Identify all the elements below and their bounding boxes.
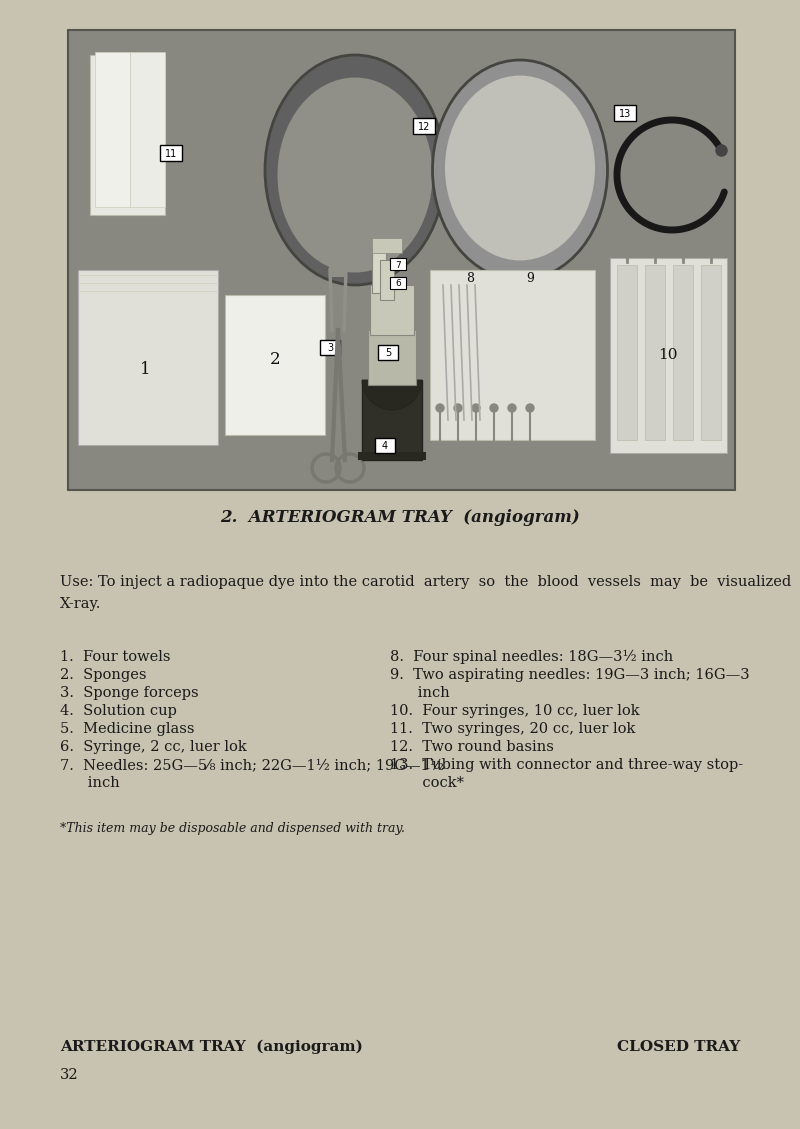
Circle shape <box>508 404 516 412</box>
Circle shape <box>436 404 444 412</box>
Text: ARTERIOGRAM TRAY  (angiogram): ARTERIOGRAM TRAY (angiogram) <box>60 1040 363 1054</box>
Bar <box>645 265 665 440</box>
Text: 13.  Tubing with connector and three-way stop-: 13. Tubing with connector and three-way … <box>390 758 743 772</box>
Text: 1: 1 <box>140 361 150 378</box>
Circle shape <box>454 404 462 412</box>
Bar <box>617 265 637 440</box>
Text: 4.  Solution cup: 4. Solution cup <box>60 704 177 718</box>
Text: 32: 32 <box>60 1068 78 1082</box>
Text: 1.  Four towels: 1. Four towels <box>60 650 170 664</box>
Bar <box>78 270 218 445</box>
Text: 6.  Syringe, 2 cc, luer lok: 6. Syringe, 2 cc, luer lok <box>60 739 246 754</box>
Bar <box>673 265 693 440</box>
Text: 11: 11 <box>165 149 177 159</box>
Bar <box>378 345 398 360</box>
Text: 7: 7 <box>395 261 401 270</box>
Text: 4: 4 <box>382 441 388 450</box>
Bar <box>413 119 435 134</box>
Text: 2.  ARTERIOGRAM TRAY  (angiogram): 2. ARTERIOGRAM TRAY (angiogram) <box>220 509 580 526</box>
Ellipse shape <box>278 78 433 272</box>
Text: 10: 10 <box>658 348 678 362</box>
Bar <box>430 270 595 440</box>
Bar <box>370 285 414 335</box>
Circle shape <box>472 404 480 412</box>
Bar <box>390 259 406 270</box>
Bar <box>614 105 636 121</box>
Text: 8.  Four spinal needles: 18G—3½ inch: 8. Four spinal needles: 18G—3½ inch <box>390 650 674 664</box>
Circle shape <box>490 404 498 412</box>
Ellipse shape <box>445 76 595 261</box>
Bar <box>90 55 165 215</box>
Bar <box>358 452 426 460</box>
Bar <box>380 260 394 300</box>
Text: inch: inch <box>60 776 120 790</box>
Text: 12: 12 <box>418 122 430 132</box>
Text: X-ray.: X-ray. <box>60 597 102 611</box>
Text: 2.  Sponges: 2. Sponges <box>60 668 146 682</box>
Text: 7.  Needles: 25G—5⁄₈ inch; 22G—1½ inch; 19G—1½: 7. Needles: 25G—5⁄₈ inch; 22G—1½ inch; 1… <box>60 758 444 772</box>
Ellipse shape <box>433 60 607 280</box>
Bar <box>390 277 406 289</box>
Bar <box>95 52 130 207</box>
Text: 6: 6 <box>395 280 401 289</box>
Text: 9.  Two aspirating needles: 19G—3 inch; 16G—3: 9. Two aspirating needles: 19G—3 inch; 1… <box>390 668 750 682</box>
Bar <box>375 438 395 453</box>
Text: cock*: cock* <box>390 776 464 790</box>
Bar <box>225 295 325 435</box>
Text: 2: 2 <box>270 351 280 368</box>
Text: 10.  Four syringes, 10 cc, luer lok: 10. Four syringes, 10 cc, luer lok <box>390 704 640 718</box>
Bar <box>362 380 422 460</box>
Text: 5.  Medicine glass: 5. Medicine glass <box>60 723 194 736</box>
Text: 8: 8 <box>466 271 474 285</box>
Text: 3.  Sponge forceps: 3. Sponge forceps <box>60 686 198 700</box>
Bar <box>701 265 721 440</box>
Text: 9: 9 <box>526 271 534 285</box>
Bar <box>372 248 386 294</box>
Bar <box>372 238 402 253</box>
Bar <box>329 265 347 277</box>
Text: *This item may be disposable and dispensed with tray.: *This item may be disposable and dispens… <box>60 822 405 835</box>
Text: 12.  Two round basins: 12. Two round basins <box>390 739 554 754</box>
Text: 3: 3 <box>327 343 333 353</box>
Text: 11.  Two syringes, 20 cc, luer lok: 11. Two syringes, 20 cc, luer lok <box>390 723 635 736</box>
Text: inch: inch <box>390 686 450 700</box>
Text: CLOSED TRAY: CLOSED TRAY <box>617 1040 740 1054</box>
Wedge shape <box>362 380 422 410</box>
Circle shape <box>526 404 534 412</box>
Bar <box>368 330 416 385</box>
Bar <box>160 145 182 161</box>
Bar <box>130 52 165 207</box>
Text: 13: 13 <box>619 110 631 119</box>
Bar <box>610 259 727 453</box>
Ellipse shape <box>265 55 445 285</box>
Text: 5: 5 <box>385 348 391 358</box>
Bar <box>68 30 735 490</box>
Bar <box>320 340 340 355</box>
Text: Use: To inject a radiopaque dye into the carotid  artery  so  the  blood  vessel: Use: To inject a radiopaque dye into the… <box>60 575 800 589</box>
